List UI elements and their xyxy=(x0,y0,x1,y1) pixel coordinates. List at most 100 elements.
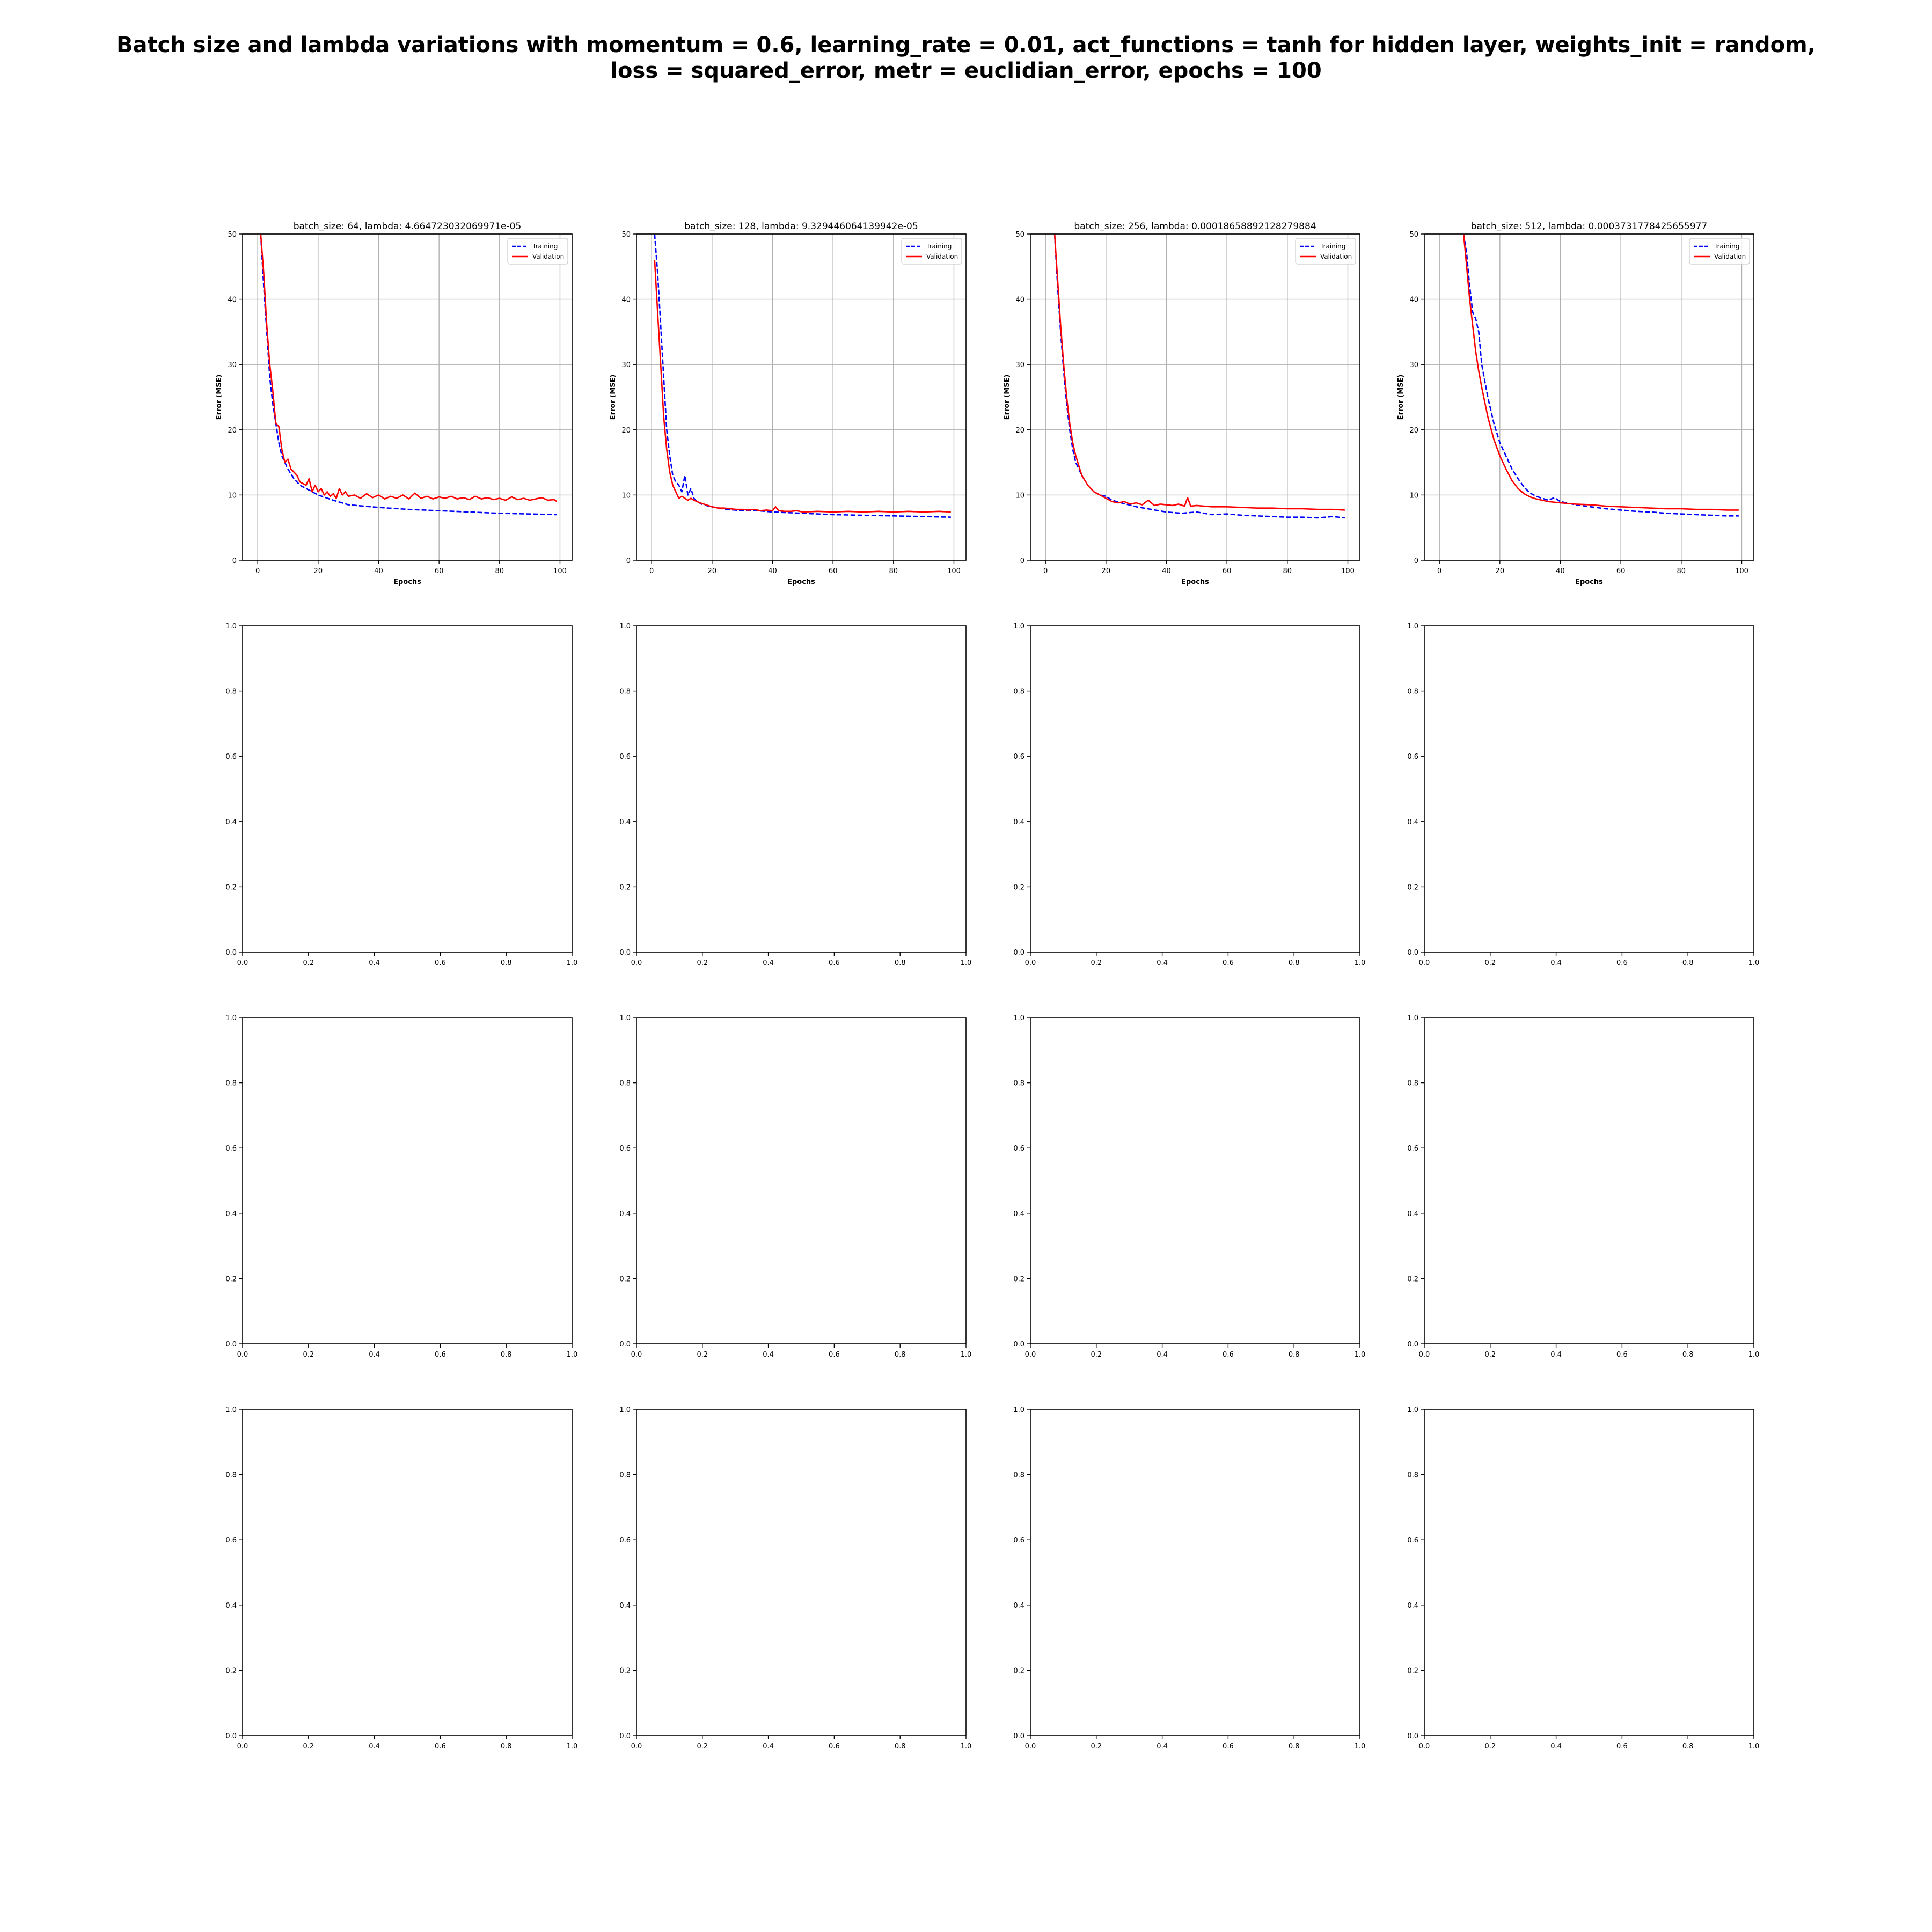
y-tick-label: 0.0 xyxy=(1013,1341,1024,1349)
x-tick-label: 0.0 xyxy=(631,1743,642,1751)
x-tick-label: 0.8 xyxy=(895,1351,906,1359)
x-tick-label: 0.6 xyxy=(435,1351,446,1359)
y-tick-label: 0.0 xyxy=(225,1341,237,1349)
y-tick-label: 1.0 xyxy=(225,1014,237,1022)
y-tick-label: 0.4 xyxy=(619,1210,631,1218)
y-tick-label: 0.6 xyxy=(225,753,237,761)
subplot-8: 0.0 0.2 0.4 0.6 0.8 1.0 0.0 0.2 0.4 0.6 0.8 1.0 xyxy=(1407,623,1759,967)
subplot-title: batch_size: 128, lambda: 9.3294460641399… xyxy=(684,221,918,232)
legend-entry: Validation xyxy=(926,253,958,260)
x-tick-label: 0.0 xyxy=(631,959,642,967)
axes-frame xyxy=(636,1409,967,1736)
y-tick-label: 30 xyxy=(621,361,631,369)
x-tick-label: 0.8 xyxy=(501,1351,512,1359)
y-tick-label: 0.2 xyxy=(1013,883,1024,891)
x-tick-label: 0.8 xyxy=(1682,959,1694,967)
axes-frame xyxy=(636,1017,967,1344)
validation-line xyxy=(260,234,558,502)
x-tick-label: 0 xyxy=(255,567,260,575)
x-tick-label: 1.0 xyxy=(1355,1743,1366,1751)
y-tick-label: 1.0 xyxy=(619,1014,631,1022)
y-tick-label: 0.2 xyxy=(619,1275,631,1283)
y-tick-label: 1.0 xyxy=(1013,1014,1024,1022)
subplot-title: batch_size: 64, lambda: 4.66472303206997… xyxy=(294,221,522,232)
x-tick-label: 0.0 xyxy=(631,1351,642,1359)
x-tick-label: 0.4 xyxy=(763,959,774,967)
x-tick-label: 0.4 xyxy=(1157,959,1168,967)
x-tick-label: 0.8 xyxy=(895,1743,906,1751)
y-tick-label: 0.6 xyxy=(225,1145,237,1153)
x-tick-label: 0.4 xyxy=(1157,1351,1168,1359)
x-tick-label: 1.0 xyxy=(567,959,578,967)
y-tick-label: 30 xyxy=(1409,361,1418,369)
axes-frame xyxy=(242,1409,573,1736)
x-tick-label: 0.8 xyxy=(895,959,906,967)
subplot-12: 0.0 0.2 0.4 0.6 0.8 1.0 0.0 0.2 0.4 0.6 0.8 1.0 xyxy=(1407,1014,1759,1359)
x-tick-label: 0.2 xyxy=(1484,959,1496,967)
x-tick-label: 60 xyxy=(1616,567,1626,575)
y-tick-label: 0.6 xyxy=(1013,1145,1024,1153)
y-tick-label: 0.8 xyxy=(619,1472,631,1480)
y-tick-label: 0.8 xyxy=(619,688,631,696)
x-tick-label: 0.6 xyxy=(1616,959,1628,967)
y-tick-label: 0.4 xyxy=(225,1210,237,1218)
y-axis-label: Error (MSE) xyxy=(1003,375,1011,420)
y-tick-label: 0.2 xyxy=(225,883,237,891)
y-tick-label: 0.6 xyxy=(1407,1145,1418,1153)
y-tick-label: 40 xyxy=(1015,296,1024,304)
x-tick-label: 0.4 xyxy=(1550,959,1562,967)
y-tick-label: 0.2 xyxy=(1407,1667,1418,1675)
axes-frame xyxy=(1030,1017,1360,1344)
x-tick-label: 0.0 xyxy=(1419,1743,1430,1751)
x-tick-label: 0 xyxy=(1437,567,1441,575)
x-axis-label: Epochs xyxy=(1181,578,1209,586)
y-tick-label: 0.4 xyxy=(225,818,237,826)
subplot-13: 0.0 0.2 0.4 0.6 0.8 1.0 0.0 0.2 0.4 0.6 0.8 1.0 xyxy=(225,1406,577,1751)
y-tick-label: 0.0 xyxy=(1407,949,1418,957)
x-tick-label: 80 xyxy=(889,567,898,575)
x-tick-label: 1.0 xyxy=(1748,959,1760,967)
x-tick-label: 0.8 xyxy=(501,959,512,967)
x-tick-label: 20 xyxy=(708,567,717,575)
y-tick-label: 0.0 xyxy=(1407,1341,1418,1349)
subplot-9: 0.0 0.2 0.4 0.6 0.8 1.0 0.0 0.2 0.4 0.6 0.8 1.0 xyxy=(225,1014,577,1359)
subplot-6: 0.0 0.2 0.4 0.6 0.8 1.0 0.0 0.2 0.4 0.6 0.8 1.0 xyxy=(619,623,971,967)
subplot-title: batch_size: 256, lambda: 0.0001865889212… xyxy=(1074,221,1316,232)
axes-frame xyxy=(1030,233,1360,561)
axes-frame xyxy=(636,233,967,561)
x-tick-label: 0.4 xyxy=(1550,1351,1562,1359)
x-tick-label: 0.6 xyxy=(1223,1351,1234,1359)
y-tick-label: 0.8 xyxy=(1013,1472,1024,1480)
y-tick-label: 0.4 xyxy=(1013,1210,1024,1218)
x-tick-label: 1.0 xyxy=(1748,1743,1760,1751)
x-tick-label: 20 xyxy=(1102,567,1111,575)
training-line xyxy=(654,234,951,518)
y-tick-label: 0.4 xyxy=(619,818,631,826)
validation-line xyxy=(1462,234,1739,511)
x-tick-label: 0.2 xyxy=(1091,1351,1102,1359)
x-tick-label: 0.4 xyxy=(369,959,380,967)
y-tick-label: 0.6 xyxy=(225,1536,237,1545)
y-tick-label: 0.8 xyxy=(1407,688,1418,696)
subplot-2: 0 20 40 60 80 100 0 10 20 30 40 50 batch_size: 128, … xyxy=(609,221,967,586)
x-axis-label: Epochs xyxy=(1575,578,1603,586)
axes-frame xyxy=(242,1017,573,1344)
y-tick-label: 0.2 xyxy=(225,1667,237,1675)
x-tick-label: 20 xyxy=(1496,567,1505,575)
x-tick-label: 100 xyxy=(1341,567,1355,575)
y-tick-label: 0.8 xyxy=(1407,1472,1418,1480)
y-tick-label: 0.8 xyxy=(225,1080,237,1088)
y-tick-label: 0.6 xyxy=(1407,1536,1418,1545)
y-tick-label: 0.4 xyxy=(1013,1602,1024,1610)
x-tick-label: 60 xyxy=(829,567,838,575)
x-tick-label: 0.4 xyxy=(369,1351,380,1359)
y-tick-label: 10 xyxy=(228,492,237,500)
subplot-4: 0 20 40 60 80 100 0 10 20 30 40 50 batch_size: 512, … xyxy=(1397,221,1754,586)
x-tick-label: 0.8 xyxy=(501,1743,512,1751)
x-tick-label: 0.2 xyxy=(303,1351,314,1359)
y-tick-label: 0.0 xyxy=(225,1732,237,1740)
validation-line xyxy=(654,260,951,513)
axes-frame xyxy=(1424,625,1754,953)
x-tick-label: 0.0 xyxy=(1419,959,1430,967)
y-tick-label: 40 xyxy=(1409,296,1418,304)
